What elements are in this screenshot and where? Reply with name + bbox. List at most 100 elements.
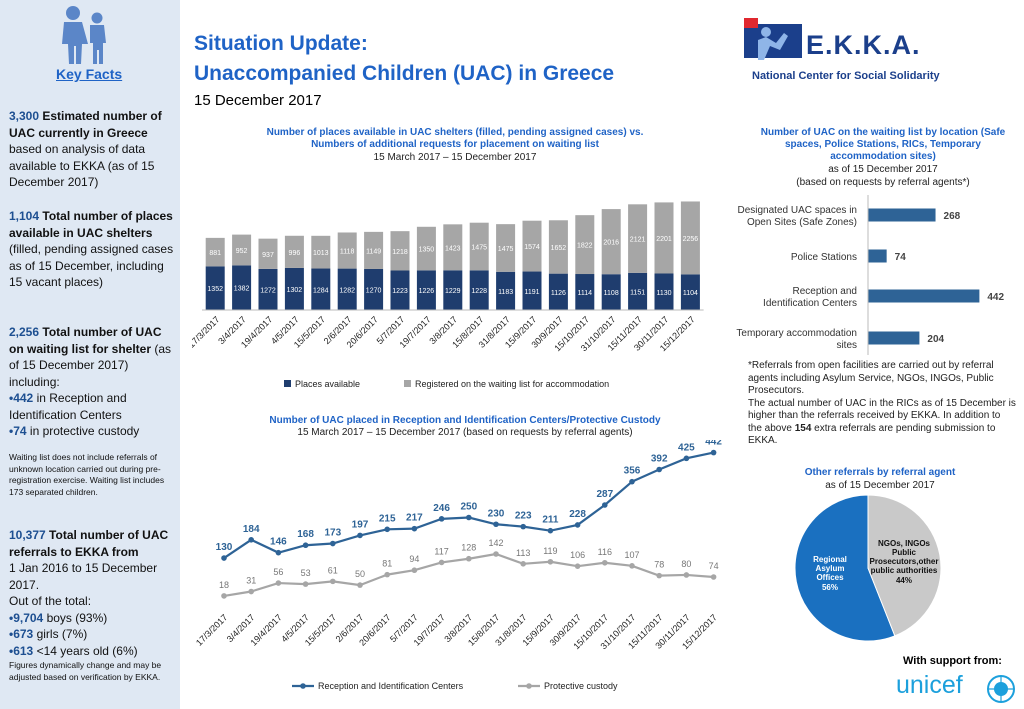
pie-slice-pct: 44%: [896, 576, 912, 585]
bar-places-available: [258, 268, 278, 310]
ekka-logo-text: E.K.K.A.: [806, 30, 921, 60]
data-label-custody: 80: [681, 559, 691, 569]
hbar-value-label: 268: [944, 211, 961, 222]
legend-swatch-places: [284, 380, 291, 387]
bar-label-places: 1223: [392, 288, 408, 295]
bar-label-places: 1191: [524, 289, 539, 296]
point-ric: [302, 542, 309, 549]
bar-waiting-list: [364, 231, 384, 269]
point-ric: [438, 516, 445, 522]
point-custody: [357, 582, 363, 588]
data-label-ric: 173: [324, 528, 341, 539]
data-label-ric: 215: [379, 513, 396, 524]
bar-label-waiting: 937: [262, 252, 274, 259]
data-label-custody: 31: [246, 576, 256, 586]
bar-label-places: 1284: [313, 287, 329, 294]
bar-label-waiting: 952: [236, 248, 248, 255]
bar-label-waiting: 996: [289, 250, 301, 257]
bar-places-available: [416, 270, 436, 310]
bar-waiting-list: [548, 220, 568, 274]
data-label-custody: 50: [355, 569, 365, 579]
bar-label-waiting: 1822: [577, 243, 593, 250]
data-label-custody: 113: [516, 548, 530, 558]
bar-label-waiting: 1574: [524, 244, 540, 251]
bar-waiting-list: [575, 215, 595, 275]
x-tick-label: 17/3/2017: [194, 612, 229, 647]
data-label-custody: 78: [654, 560, 664, 570]
org-full-name: National Center for Social Solidarity: [752, 70, 940, 82]
referrals-note: *Referrals from open facilities are carr…: [748, 360, 1016, 446]
hbar-value-label: 74: [895, 252, 907, 263]
data-label-ric: 130: [216, 542, 233, 553]
hbar-value-label: 204: [927, 334, 944, 345]
bar-label-places: 1183: [498, 289, 513, 296]
point-ric: [330, 540, 336, 547]
point-custody: [248, 588, 254, 595]
fact-waiting-list: 2,256 Total number of UAC on waiting lis…: [9, 325, 172, 438]
data-label-custody: 18: [219, 580, 229, 590]
data-label-custody: 53: [301, 568, 311, 578]
bar-waiting-list: [205, 237, 225, 267]
hbar-category-label: Temporary accommodation sites: [736, 328, 857, 351]
chart4-subtitle: as of 15 December 2017: [825, 480, 935, 491]
bar-label-waiting: 1350: [419, 247, 435, 254]
bar-label-places: 1151: [630, 289, 645, 296]
legend-marker-custody: [526, 683, 532, 689]
bar-label-waiting: 1118: [340, 249, 355, 256]
hbar: [868, 331, 920, 345]
bar-places-available: [284, 267, 304, 310]
chart3-title: Number of UAC placed in Reception and Id…: [269, 415, 661, 426]
data-label-custody: 106: [570, 550, 585, 560]
point-custody: [466, 555, 472, 562]
bar-label-waiting: 1475: [498, 246, 514, 253]
hbar: [868, 289, 980, 303]
point-custody: [275, 580, 282, 586]
bar-label-waiting: 2016: [603, 240, 619, 247]
bar-label-places: 1126: [551, 290, 566, 297]
pie-slice-label: Regional Asylum Offices: [813, 555, 847, 582]
data-label-ric: 287: [596, 489, 613, 500]
data-label-ric: 392: [651, 454, 668, 465]
chart1-subtitle: 15 March 2017 – 15 December 2017: [373, 152, 537, 163]
data-label-ric: 168: [297, 529, 314, 540]
point-custody: [330, 578, 336, 585]
fact-estimated-uac: 3,300 Estimated number of UAC currently …: [9, 109, 162, 189]
bar-places-available: [601, 274, 621, 310]
bar-waiting-list: [258, 238, 278, 269]
data-label-ric: 246: [433, 503, 450, 514]
bar-label-places: 1270: [366, 287, 382, 294]
data-label-ric: 146: [270, 537, 287, 548]
x-tick-label: 17/3/2017: [192, 314, 222, 349]
legend-label-places: Places available: [295, 379, 360, 389]
bar-label-places: 1352: [207, 286, 223, 293]
bar-waiting-list: [628, 204, 648, 273]
bar-waiting-list: [654, 202, 674, 274]
point-ric: [629, 478, 635, 485]
key-facts-link[interactable]: Key Facts: [56, 66, 123, 82]
point-ric: [466, 514, 472, 521]
bar-label-places: 1104: [683, 290, 698, 297]
pie-slice: [794, 494, 896, 642]
bar-waiting-list: [337, 232, 357, 269]
children-icon: [62, 6, 106, 64]
hbar: [868, 208, 936, 222]
bar-places-available: [232, 265, 252, 310]
point-ric: [602, 502, 608, 508]
data-label-ric: 250: [460, 502, 477, 513]
pie-slice: [867, 494, 942, 637]
bar-label-waiting: 1218: [392, 249, 408, 256]
bar-waiting-list: [284, 235, 304, 268]
bar-label-waiting: 2121: [630, 237, 646, 244]
chart2-subtitle1: as of 15 December 2017: [828, 164, 938, 175]
bar-label-waiting: 1149: [366, 248, 381, 255]
point-custody: [221, 593, 227, 599]
bar-waiting-list: [416, 226, 436, 271]
bar-label-waiting: 1652: [551, 245, 567, 252]
bar-places-available: [680, 274, 700, 310]
point-ric: [221, 555, 227, 561]
bar-waiting-list: [522, 220, 542, 272]
point-ric: [384, 526, 390, 533]
bar-waiting-list: [680, 201, 700, 275]
bar-label-waiting: 2201: [656, 236, 672, 243]
data-label-custody: 81: [382, 559, 392, 569]
